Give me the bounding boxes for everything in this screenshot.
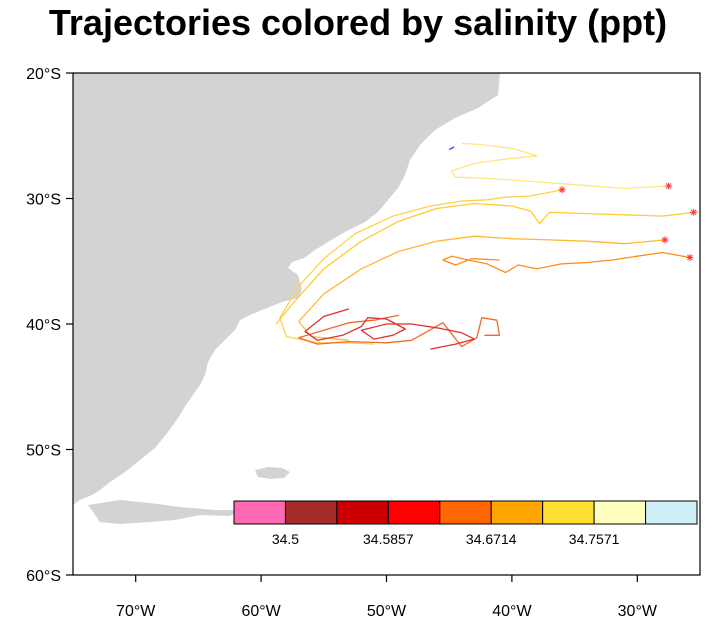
colorbar-swatch	[233, 500, 286, 525]
lat-tick-label: 30°S	[26, 192, 61, 209]
colorbar: 34.5 34.5857 34.6714 34.7571	[233, 500, 698, 547]
colorbar-swatch	[284, 500, 338, 525]
lon-tick-label: 60°W	[241, 603, 281, 620]
lon-tick-label: 40°W	[492, 603, 532, 620]
lon-tick-label: 30°W	[618, 603, 658, 620]
map-title: Trajectories colored by salinity (ppt)	[48, 2, 668, 43]
trajectory-5-line	[442, 251, 691, 274]
lat-tick-label: 60°S	[26, 568, 61, 585]
colorbar-swatch	[593, 500, 647, 525]
colorbar-swatch	[645, 500, 698, 525]
colorbar-swatch	[439, 500, 492, 525]
start-marker	[661, 236, 669, 244]
land-layer	[73, 73, 564, 524]
falkland-islands	[255, 467, 290, 479]
colorbar-label: 34.5	[272, 531, 299, 547]
trajectory-7-line	[304, 308, 475, 350]
trajectory-8-line	[448, 146, 455, 151]
tierra-del-fuego-island	[88, 500, 240, 524]
lat-tick-label: 20°S	[26, 66, 61, 83]
trajectory-4-line	[298, 235, 665, 341]
trajectory-1-line	[451, 142, 669, 190]
colorbar-swatch	[336, 500, 389, 525]
colorbar-swatch	[542, 500, 595, 525]
lon-tick-label: 50°W	[367, 603, 407, 620]
start-marker	[686, 253, 694, 261]
colorbar-label: 34.6714	[466, 531, 517, 547]
trajectory-6-line	[298, 314, 501, 348]
lon-tick-label: 70°W	[116, 603, 156, 620]
colorbar-swatch	[387, 500, 441, 525]
colorbar-label: 34.5857	[363, 531, 414, 547]
start-marker	[665, 182, 673, 190]
lat-tick-label: 50°S	[26, 443, 61, 460]
south-america-landmass	[73, 73, 500, 505]
lat-tick-label: 40°S	[26, 317, 61, 334]
colorbar-swatch	[490, 500, 544, 525]
start-marker	[690, 208, 698, 216]
trajectory-3-line	[275, 202, 694, 325]
colorbar-label: 34.7571	[569, 531, 620, 547]
start-marker	[558, 186, 566, 194]
axis-ticks: 20°S 30°S 40°S 50°S 60°S 70°W 60°W 50°W 40°W 30°W	[26, 66, 658, 620]
trajectory-layer	[275, 142, 698, 350]
